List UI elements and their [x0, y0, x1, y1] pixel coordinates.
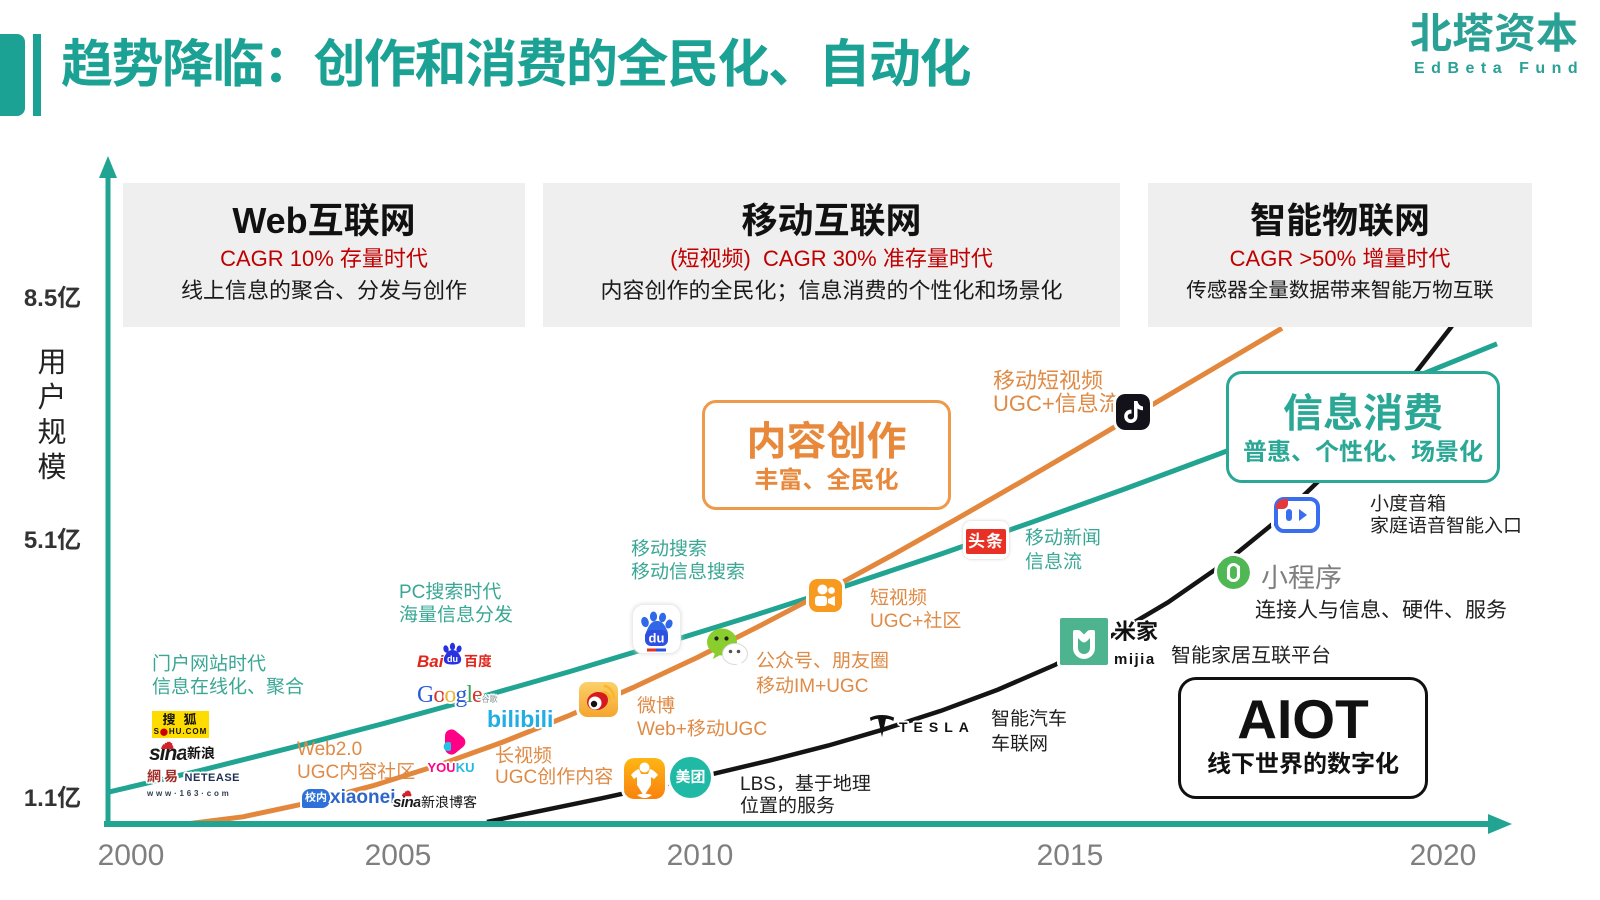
- svg-text:百度: 百度: [464, 653, 491, 669]
- svg-text:du: du: [649, 631, 665, 646]
- svg-text:Bai: Bai: [417, 652, 445, 670]
- svg-text:du: du: [447, 654, 458, 664]
